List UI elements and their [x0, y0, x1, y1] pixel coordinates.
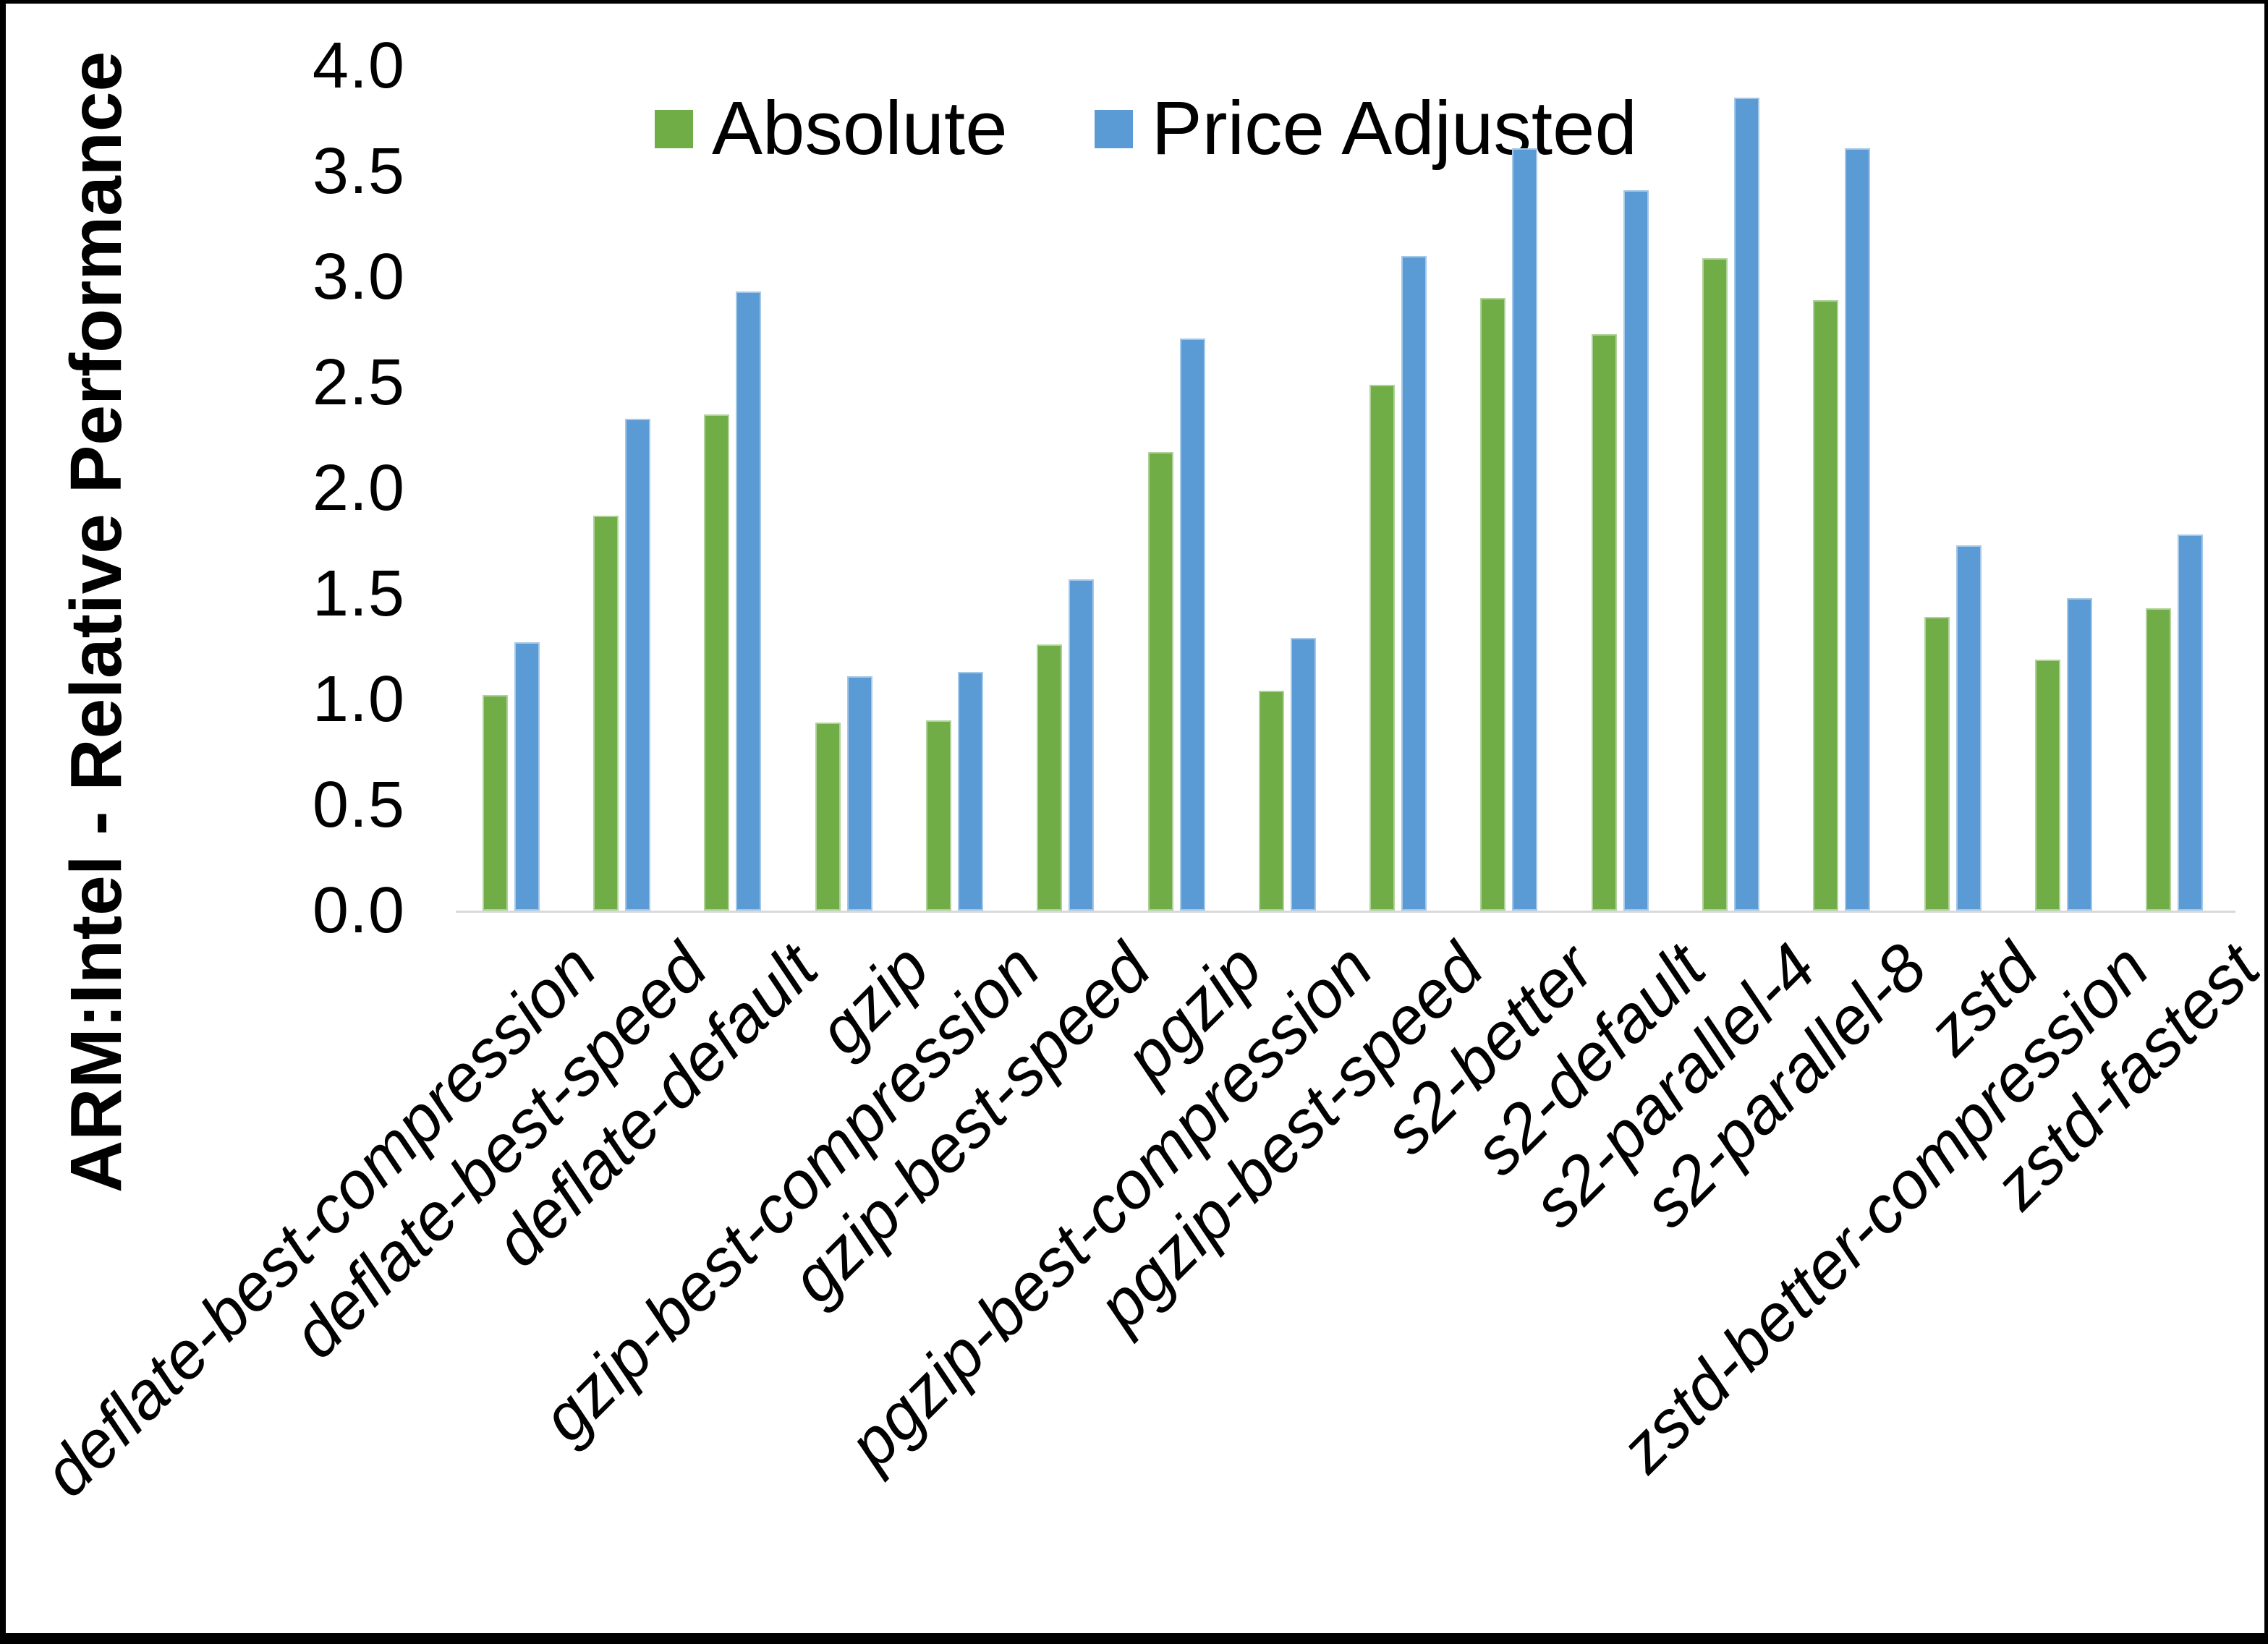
- bar-gzip-best-compression-absolute: [925, 720, 951, 911]
- bar-pgzip-best-speed-price-adjusted: [1401, 255, 1427, 911]
- legend: Absolute Price Adjusted: [655, 85, 1637, 172]
- legend-item-absolute: Absolute: [655, 85, 1008, 172]
- bar-s2-parallel-4-absolute: [1702, 257, 1728, 911]
- bar-deflate-best-compression-price-adjusted: [514, 642, 540, 911]
- bar-s2-parallel-8-absolute: [1813, 300, 1839, 911]
- y-tick-label-3.0: 3.0: [312, 241, 405, 313]
- y-tick-label-0.5: 0.5: [312, 769, 405, 841]
- bar-zstd-absolute: [1924, 617, 1950, 911]
- y-tick-label-0.0: 0.0: [312, 874, 405, 947]
- bar-pgzip-price-adjusted: [1179, 338, 1205, 911]
- bar-zstd-price-adjusted: [1955, 545, 1982, 911]
- bar-gzip-best-compression-price-adjusted: [957, 672, 983, 911]
- bar-zstd-fastest-absolute: [2146, 608, 2172, 911]
- bar-s2-parallel-8-price-adjusted: [1845, 148, 1871, 911]
- bar-deflate-default-price-adjusted: [736, 291, 762, 911]
- y-tick-label-1.0: 1.0: [312, 663, 405, 736]
- plot-area: [456, 66, 2235, 913]
- bar-deflate-best-compression-absolute: [482, 695, 508, 911]
- bar-zstd-fastest-price-adjusted: [2178, 534, 2204, 911]
- bar-deflate-default-absolute: [704, 414, 730, 911]
- legend-label-price-adjusted: Price Adjusted: [1151, 86, 1637, 171]
- bar-gzip-best-speed-price-adjusted: [1069, 579, 1095, 911]
- legend-item-price-adjusted: Price Adjusted: [1094, 85, 1637, 172]
- y-tick-label-2.5: 2.5: [312, 346, 405, 419]
- bar-gzip-best-speed-absolute: [1037, 644, 1063, 911]
- absolute-swatch-icon: [655, 109, 693, 148]
- y-tick-label-2.0: 2.0: [312, 452, 405, 524]
- bar-pgzip-best-compression-absolute: [1258, 691, 1284, 911]
- bar-s2-better-price-adjusted: [1512, 148, 1538, 911]
- bar-deflate-best-speed-absolute: [593, 515, 619, 911]
- bar-s2-default-price-adjusted: [1623, 190, 1649, 911]
- bar-s2-default-absolute: [1591, 333, 1617, 911]
- y-tick-label-3.5: 3.5: [312, 135, 405, 208]
- bar-zstd-better-compression-price-adjusted: [2066, 597, 2092, 911]
- bar-s2-parallel-4-price-adjusted: [1734, 97, 1759, 911]
- bar-gzip-price-adjusted: [846, 676, 872, 911]
- y-tick-label-1.5: 1.5: [312, 558, 405, 630]
- bar-s2-better-absolute: [1480, 298, 1506, 911]
- bar-deflate-best-speed-price-adjusted: [625, 418, 650, 911]
- legend-label-absolute: Absolute: [712, 86, 1008, 171]
- bar-zstd-better-compression-absolute: [2034, 659, 2060, 911]
- y-tick-label-4.0: 4.0: [312, 30, 405, 102]
- bar-pgzip-absolute: [1147, 452, 1173, 911]
- bar-pgzip-best-compression-price-adjusted: [1290, 638, 1316, 911]
- price-adjusted-swatch-icon: [1094, 109, 1133, 148]
- bar-gzip-absolute: [815, 723, 841, 911]
- bar-pgzip-best-speed-absolute: [1369, 384, 1396, 911]
